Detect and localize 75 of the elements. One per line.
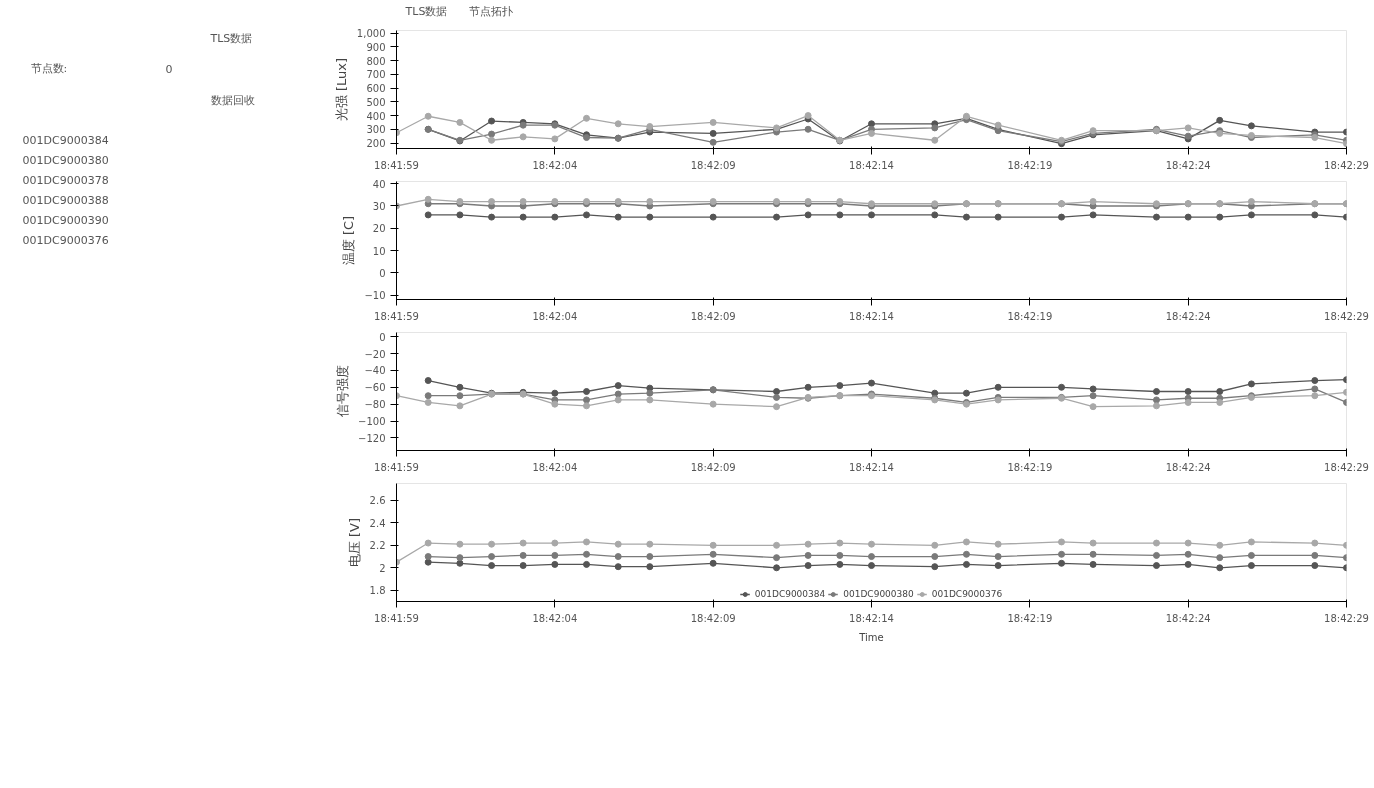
x-tick-label: 18:42:09 — [690, 612, 736, 624]
x-tick-label: 18:42:09 — [690, 159, 736, 171]
text: 001DC9000388 — [22, 194, 109, 207]
x-tick-label: 18:42:09 — [690, 461, 736, 473]
y-tick-label: −60 — [364, 382, 386, 394]
x-tick-label: 18:42:04 — [532, 612, 578, 624]
text: TLS数据 — [209, 32, 253, 45]
y-tick-label: −120 — [358, 432, 386, 444]
text: TLS数据 — [404, 5, 448, 18]
y-tick-label: 2.6 — [369, 495, 386, 507]
x-tick-label: 18:41:59 — [374, 612, 419, 624]
x-tick-label: 18:42:04 — [532, 461, 578, 473]
x-tick-label: 18:42:29 — [1324, 612, 1369, 624]
y-tick-label: 1.8 — [369, 585, 386, 597]
x-tick-label: 18:42:19 — [1007, 461, 1053, 473]
x-tick-label: 18:42:09 — [690, 310, 736, 322]
y-tick-label: −10 — [364, 290, 386, 302]
x-tick-label: 18:42:19 — [1007, 310, 1053, 322]
y-tick-label: 10 — [372, 245, 386, 257]
x-tick-label: 18:42:29 — [1324, 159, 1369, 171]
legend-label: 001DC9000380 — [843, 589, 914, 599]
x-tick-label: 18:42:29 — [1324, 461, 1369, 473]
legend-label: 001DC9000384 — [754, 589, 826, 599]
y-tick-label: 900 — [366, 41, 386, 53]
y-tick-label: 0 — [379, 267, 386, 279]
y-tick-label: 2 — [379, 562, 386, 574]
y-tick-label: 800 — [366, 55, 386, 67]
text: 数据回收 — [210, 94, 255, 107]
legend-label: 001DC9000376 — [931, 589, 1003, 599]
text: 001DC9000378 — [22, 174, 109, 187]
x-tick-label: 18:42:14 — [849, 461, 894, 473]
x-tick-label: 18:41:59 — [374, 461, 419, 473]
y-tick-label: 600 — [366, 83, 386, 95]
x-tick-label: 18:41:59 — [374, 159, 419, 171]
y-tick-label: −20 — [364, 348, 386, 360]
y-tick-label: 2.2 — [369, 540, 386, 552]
y-tick-label: 300 — [366, 124, 386, 136]
y-axis-title: 信号强度 — [335, 365, 351, 418]
y-tick-label: 700 — [366, 69, 386, 81]
x-tick-label: 18:42:24 — [1165, 612, 1211, 624]
x-tick-label: 18:42:24 — [1165, 310, 1211, 322]
y-tick-label: 20 — [372, 223, 386, 235]
x-axis-title: Time — [858, 631, 884, 643]
y-tick-label: 400 — [366, 110, 386, 122]
y-tick-label: 30 — [372, 200, 386, 212]
y-tick-label: −80 — [364, 399, 386, 411]
text: 节点数: — [30, 62, 68, 75]
y-tick-label: 0 — [379, 331, 386, 343]
y-tick-label: −100 — [358, 416, 386, 427]
y-axis-title: 温度 [C] — [341, 215, 357, 266]
y-tick-label: 500 — [366, 96, 386, 108]
x-tick-label: 18:41:59 — [374, 310, 419, 322]
x-tick-label: 18:42:14 — [849, 159, 894, 171]
y-tick-label: −40 — [364, 365, 386, 377]
x-tick-label: 18:42:29 — [1324, 310, 1369, 322]
x-tick-label: 18:42:04 — [532, 310, 578, 322]
y-tick-label: 2.4 — [369, 517, 386, 529]
y-axis-title: 电压 [V] — [346, 517, 362, 568]
y-tick-label: 200 — [366, 138, 386, 150]
text: 001DC9000380 — [22, 154, 109, 167]
y-tick-label: 40 — [372, 178, 386, 190]
x-tick-label: 18:42:14 — [849, 612, 894, 624]
x-tick-label: 18:42:19 — [1007, 612, 1053, 624]
x-tick-label: 18:42:04 — [532, 159, 578, 171]
text: 001DC9000384 — [22, 134, 109, 147]
text: 001DC9000376 — [22, 234, 109, 247]
x-tick-label: 18:42:24 — [1165, 159, 1211, 171]
y-axis-title: 光强 [Lux] — [333, 57, 349, 122]
text: 001DC9000390 — [22, 214, 109, 227]
x-tick-label: 18:42:14 — [849, 310, 894, 322]
x-tick-label: 18:42:24 — [1165, 461, 1211, 473]
x-tick-label: 18:42:19 — [1007, 159, 1053, 171]
text: 0 — [165, 62, 173, 76]
text: 节点拓扑 — [469, 5, 514, 18]
y-tick-label: 1,000 — [356, 28, 386, 40]
